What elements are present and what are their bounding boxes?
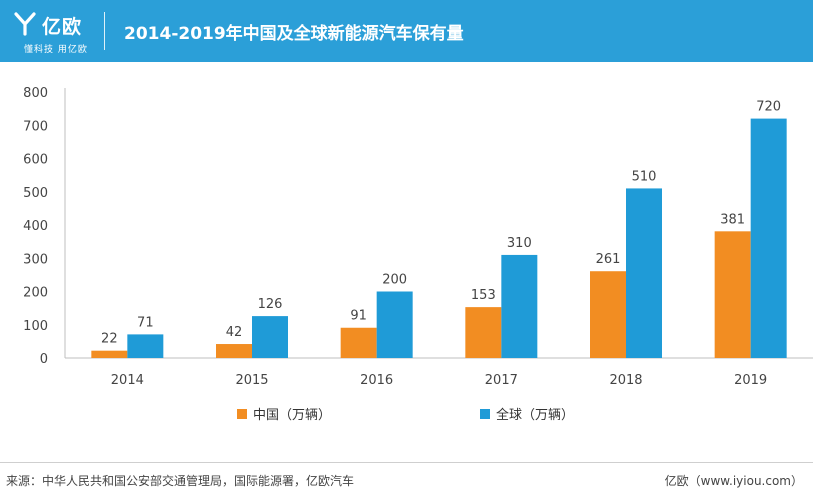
data-label-global: 310 [507, 236, 532, 251]
legend-china-label: 中国（万辆） [253, 408, 332, 423]
y-tick-label: 600 [23, 153, 48, 168]
y-tick-label: 0 [40, 352, 48, 367]
y-tick-label: 100 [23, 319, 48, 334]
header-bar: 亿欧 懂科技 用亿欧 2014-2019年中国及全球新能源汽车保有量 [0, 0, 813, 62]
x-tick-label: 2018 [609, 373, 642, 388]
bar-global [127, 334, 164, 358]
bar-global [501, 254, 538, 358]
data-label-china: 22 [101, 332, 118, 347]
bar-china [91, 350, 128, 358]
bar-china [714, 231, 751, 358]
bar-global [252, 316, 288, 358]
data-label-china: 261 [596, 252, 621, 267]
logo-y-icon [14, 12, 36, 36]
x-tick-label: 2019 [734, 373, 767, 388]
y-tick-label: 400 [23, 219, 48, 234]
header-divider [104, 12, 105, 50]
footer-source: 来源：中华人民共和国公安部交通管理局，国际能源署，亿欧汽车 [6, 474, 355, 488]
data-label-china: 153 [471, 288, 496, 303]
data-label-global: 200 [382, 273, 407, 288]
footer-site: 亿欧（www.iyiou.com） [664, 474, 803, 488]
bar-china [465, 307, 502, 358]
data-label-global: 71 [137, 315, 154, 330]
logo: 亿欧 懂科技 用亿欧 [10, 6, 96, 56]
x-tick-label: 2014 [111, 373, 144, 388]
footer-divider [0, 462, 813, 463]
data-label-global: 510 [632, 169, 657, 184]
legend-global: 全球（万辆） [480, 404, 574, 423]
bar-global [376, 291, 413, 358]
legend-global-swatch [480, 408, 490, 419]
data-label-china: 42 [226, 325, 243, 340]
page-title: 2014-2019年中国及全球新能源汽车保有量 [124, 24, 464, 44]
data-label-china: 91 [350, 309, 367, 324]
bar-china [590, 271, 626, 358]
logo-brand: 亿欧 [42, 16, 83, 38]
x-tick-label: 2016 [360, 373, 393, 388]
data-label-china: 381 [720, 212, 745, 227]
logo-tagline: 懂科技 用亿欧 [24, 45, 88, 55]
y-tick-label: 700 [23, 119, 48, 134]
x-tick-label: 2017 [485, 373, 518, 388]
bar-global [750, 118, 787, 358]
y-tick-label: 300 [23, 252, 48, 267]
data-label-global: 720 [756, 100, 781, 115]
legend-china-swatch [237, 408, 247, 419]
y-tick-label: 200 [23, 286, 48, 301]
y-tick-label: 500 [23, 186, 48, 201]
bar-chart: 0 100 200 300 400 500 600 700 800 22 71 2014 42 126 20… [23, 86, 813, 388]
data-label-global: 126 [258, 297, 283, 312]
legend-china: 中国（万辆） [237, 404, 331, 423]
legend-global-label: 全球（万辆） [496, 408, 575, 423]
bar-china [340, 327, 377, 358]
x-tick-label: 2015 [235, 373, 268, 388]
bar-global [626, 188, 662, 358]
y-tick-label: 800 [23, 86, 48, 101]
bar-china [216, 344, 252, 358]
